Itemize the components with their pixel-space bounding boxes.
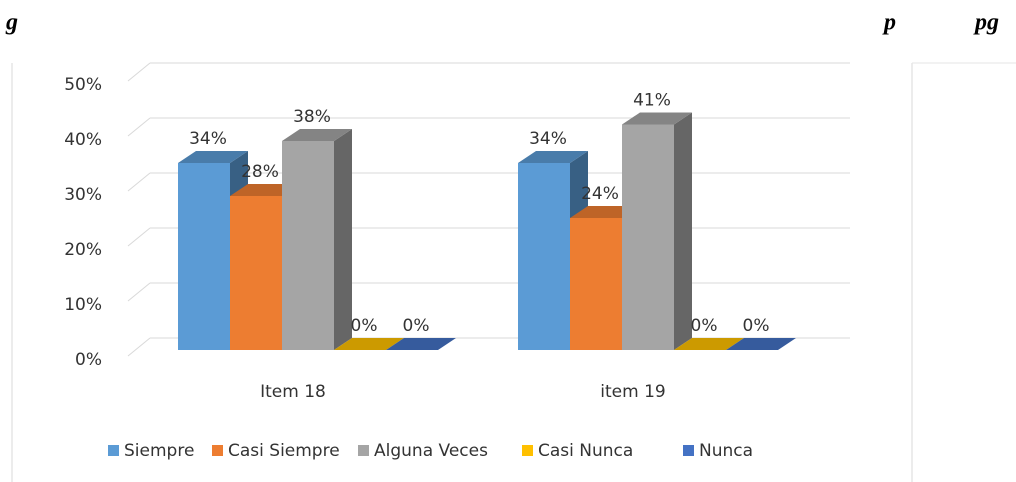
data-label: 24% <box>581 184 619 204</box>
data-label: 41% <box>633 91 671 111</box>
data-label: 0% <box>743 316 770 336</box>
bar-side <box>674 112 692 350</box>
bar-top <box>622 112 692 125</box>
y-tick-label: 40% <box>64 130 102 150</box>
legend-label: Casi Nunca <box>538 441 633 461</box>
y-tick-label: 50% <box>64 75 102 95</box>
data-label: 0% <box>351 316 378 336</box>
legend-swatch <box>683 445 694 456</box>
x-tick-label: item 19 <box>600 382 665 402</box>
data-label: 34% <box>529 129 567 149</box>
header-fragment: g <box>5 10 18 36</box>
grid-line <box>127 117 151 137</box>
grid-line <box>127 337 151 357</box>
y-tick-label: 10% <box>64 295 102 315</box>
x-tick-label: Item 18 <box>260 382 326 402</box>
grid-line <box>127 172 151 192</box>
data-label: 38% <box>293 107 331 127</box>
legend-swatch <box>108 445 119 456</box>
bar <box>282 141 334 350</box>
bar <box>518 163 570 350</box>
legend-label: Casi Siempre <box>228 441 340 461</box>
y-tick-label: 0% <box>75 350 102 370</box>
bar-top <box>518 151 588 163</box>
grid-line <box>127 62 151 82</box>
y-tick-label: 30% <box>64 185 102 205</box>
data-label: 28% <box>241 162 279 182</box>
bar <box>178 163 230 350</box>
header-fragment: pg <box>973 10 999 36</box>
bar-top <box>282 129 352 141</box>
bar <box>622 124 674 350</box>
bar-top <box>178 151 248 163</box>
bar-side <box>334 129 352 350</box>
grid-line <box>127 227 151 247</box>
bar-top <box>674 338 744 350</box>
header-fragment: p <box>882 10 896 36</box>
legend-label: Siempre <box>124 441 194 461</box>
bar-top <box>386 338 456 350</box>
legend-swatch <box>358 445 369 456</box>
bar <box>230 196 282 350</box>
data-label: 0% <box>403 316 430 336</box>
legend-label: Alguna Veces <box>374 441 488 461</box>
grid-line <box>127 282 151 302</box>
bar <box>570 218 622 350</box>
data-label: 0% <box>691 316 718 336</box>
data-label: 34% <box>189 129 227 149</box>
legend-label: Nunca <box>699 441 753 461</box>
legend-swatch <box>212 445 223 456</box>
y-tick-label: 20% <box>64 240 102 260</box>
bar-top <box>726 338 796 350</box>
legend-swatch <box>522 445 533 456</box>
bar-top <box>334 338 404 350</box>
